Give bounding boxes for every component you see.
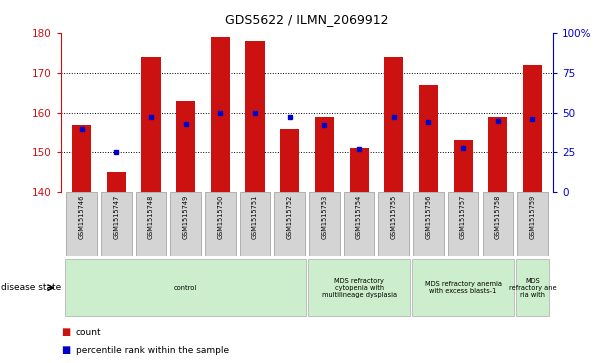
Text: MDS refractory
cytopenia with
multilineage dysplasia: MDS refractory cytopenia with multilinea… [322,278,396,298]
Bar [483,192,513,256]
Text: ■: ■ [61,327,70,337]
Text: ■: ■ [61,345,70,355]
Bar [246,41,264,192]
Bar [379,192,409,256]
Text: GSM1515751: GSM1515751 [252,194,258,238]
Text: disease state: disease state [1,283,61,292]
Bar [315,117,334,192]
Bar [517,192,548,256]
Bar [211,37,230,192]
Bar [205,192,235,256]
Bar [170,192,201,256]
Bar [454,140,472,192]
Bar [412,259,514,317]
Bar [350,148,368,192]
Bar [523,65,542,192]
Text: MDS refractory anemia
with excess blasts-1: MDS refractory anemia with excess blasts… [424,281,502,294]
Text: GSM1515759: GSM1515759 [530,194,536,238]
Bar [280,129,299,192]
Text: GSM1515757: GSM1515757 [460,194,466,238]
Bar [448,192,478,256]
Bar [65,259,306,317]
Bar [274,192,305,256]
Text: control: control [174,285,197,291]
Text: GSM1515746: GSM1515746 [78,194,85,238]
Bar [516,259,549,317]
Text: GSM1515748: GSM1515748 [148,194,154,238]
Text: GSM1515750: GSM1515750 [217,194,223,238]
Bar [176,101,195,192]
Bar [384,57,403,192]
Text: GDS5622 / ILMN_2069912: GDS5622 / ILMN_2069912 [226,13,389,26]
Bar [344,192,375,256]
Text: GSM1515756: GSM1515756 [426,194,432,238]
Text: GSM1515752: GSM1515752 [287,194,292,238]
Bar [413,192,444,256]
Bar [107,172,126,192]
Bar [142,57,161,192]
Bar [72,125,91,192]
Bar [66,192,97,256]
Bar [101,192,131,256]
Text: GSM1515747: GSM1515747 [113,194,119,238]
Bar [136,192,166,256]
Bar [308,259,410,317]
Text: count: count [76,328,102,337]
Text: GSM1515753: GSM1515753 [322,194,327,238]
Bar [419,85,438,192]
Text: GSM1515755: GSM1515755 [391,194,397,238]
Text: GSM1515758: GSM1515758 [495,194,501,238]
Text: percentile rank within the sample: percentile rank within the sample [76,346,229,355]
Bar [240,192,271,256]
Text: GSM1515749: GSM1515749 [182,194,188,238]
Text: GSM1515754: GSM1515754 [356,194,362,238]
Bar [309,192,340,256]
Bar [488,117,507,192]
Text: MDS
refractory ane
ria with: MDS refractory ane ria with [509,278,556,298]
